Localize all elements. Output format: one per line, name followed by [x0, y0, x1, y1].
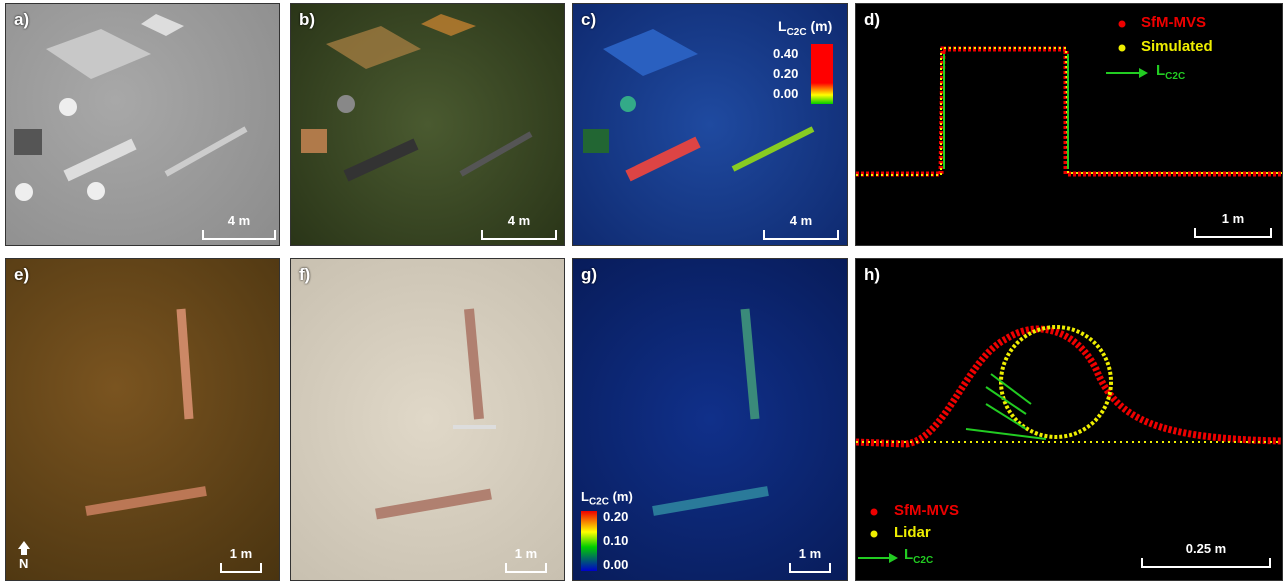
scale-bar: 0.25 m	[1141, 541, 1271, 568]
symbol: L	[1156, 62, 1165, 79]
panel-c: c) LC2C (m) 0.40 0.20 0.00 4 m	[572, 3, 848, 246]
subscript: C2C	[1165, 71, 1185, 82]
symbol: L	[778, 18, 787, 34]
panel-d: d) SfM-MVS Simulated LC2C 1 m	[855, 3, 1283, 246]
legend-entry: SfM-MVS	[894, 502, 959, 519]
panel-g: g) LC2C (m) 0.20 0.10 0.00 1 m	[572, 258, 848, 581]
colorbar-tick: 0.00	[603, 557, 628, 572]
panel-a: a) 4 m	[5, 3, 280, 246]
colorbar-title: LC2C (m)	[778, 18, 832, 38]
north-label: N	[19, 556, 28, 571]
colorbar-tick: 0.40	[773, 46, 798, 61]
panel-label: e)	[14, 265, 29, 285]
panel-label: b)	[299, 10, 315, 30]
panel-h: h) SfM-MVS Lidar LC2C 0.25 m	[855, 258, 1283, 581]
colorbar-tick: 0.10	[603, 533, 628, 548]
scene	[573, 4, 848, 246]
legend-entry: Lidar	[894, 524, 931, 541]
scale-text: 4 m	[508, 213, 530, 228]
scale-bar: 1 m	[505, 546, 547, 573]
figure: a) 4 m b) 4 m c) LC2C (m) 0.40 0.20 0.00…	[0, 0, 1286, 584]
scale-text: 1 m	[1222, 211, 1244, 226]
unit: (m)	[613, 489, 633, 504]
scene	[856, 4, 1283, 246]
colorbar-tick: 0.20	[603, 509, 628, 524]
scale-text: 4 m	[790, 213, 812, 228]
subscript: C2C	[589, 497, 609, 508]
legend-entry: SfM-MVS	[1141, 14, 1206, 31]
subscript: C2C	[787, 27, 807, 38]
symbol: L	[581, 489, 589, 504]
scale-text: 1 m	[230, 546, 252, 561]
panel-label: h)	[864, 265, 880, 285]
scale-text: 4 m	[228, 213, 250, 228]
colorbar-tick: 0.00	[773, 86, 798, 101]
scale-bar: 4 m	[481, 213, 557, 240]
unit: (m)	[810, 18, 832, 34]
scale-bar: 1 m	[789, 546, 831, 573]
scene	[6, 259, 280, 581]
scene	[291, 259, 565, 581]
colorbar-title: LC2C (m)	[581, 489, 633, 508]
panel-e: e) N 1 m	[5, 258, 280, 581]
scale-text: 1 m	[515, 546, 537, 561]
scene	[291, 4, 565, 246]
subscript: C2C	[913, 555, 933, 566]
scale-text: 1 m	[799, 546, 821, 561]
colorbar-tick: 0.20	[773, 66, 798, 81]
panel-label: a)	[14, 10, 29, 30]
panel-label: g)	[581, 265, 597, 285]
scale-bar: 4 m	[763, 213, 839, 240]
scale-bar: 1 m	[220, 546, 262, 573]
panel-label: f)	[299, 265, 310, 285]
panel-label: d)	[864, 10, 880, 30]
legend-entry: LC2C	[1156, 62, 1185, 82]
panel-b: b) 4 m	[290, 3, 565, 246]
legend-entry: LC2C	[904, 546, 933, 566]
panel-label: c)	[581, 10, 596, 30]
legend-entry: Simulated	[1141, 38, 1213, 55]
symbol: L	[904, 546, 913, 563]
panel-f: f) 1 m	[290, 258, 565, 581]
scale-text: 0.25 m	[1186, 541, 1226, 556]
scale-bar: 4 m	[202, 213, 276, 240]
scene	[6, 4, 280, 246]
scale-bar: 1 m	[1194, 211, 1272, 238]
